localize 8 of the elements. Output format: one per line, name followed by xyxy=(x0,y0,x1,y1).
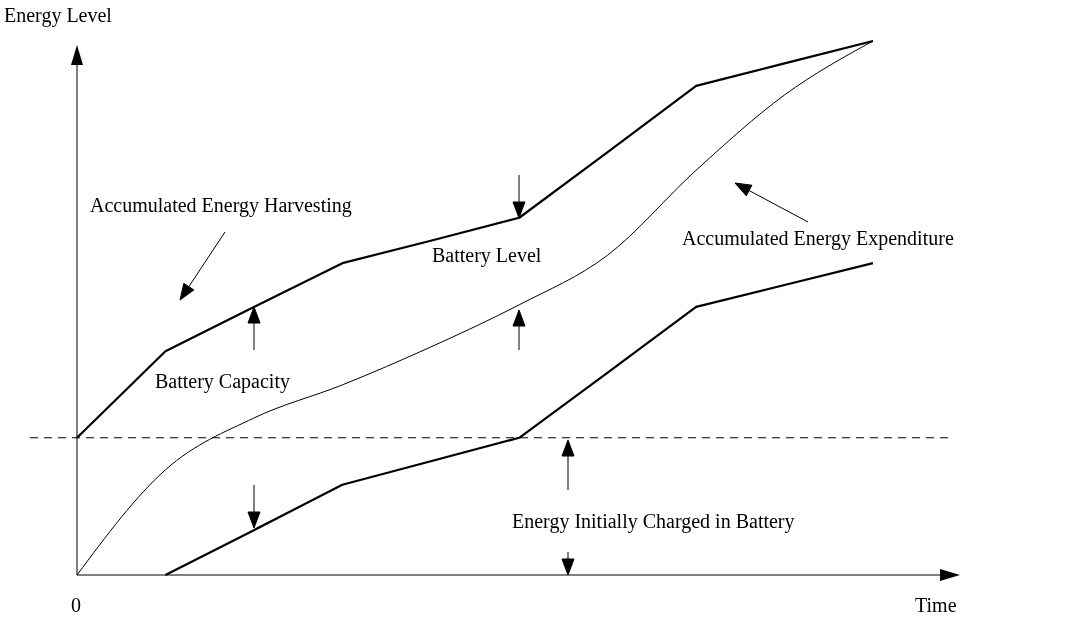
y-axis-title: Energy Level xyxy=(4,4,113,27)
annotation: Battery Level xyxy=(432,244,542,267)
text: 0 xyxy=(71,594,81,616)
annotation: Battery Capacity xyxy=(155,370,290,393)
x-axis-title: Time xyxy=(915,594,957,616)
text: Accumulated Energy Harvesting xyxy=(90,194,352,217)
annotation: Energy Initially Charged in Battery xyxy=(512,510,795,533)
legend-label: Accumulated Energy Expenditure xyxy=(682,227,954,250)
